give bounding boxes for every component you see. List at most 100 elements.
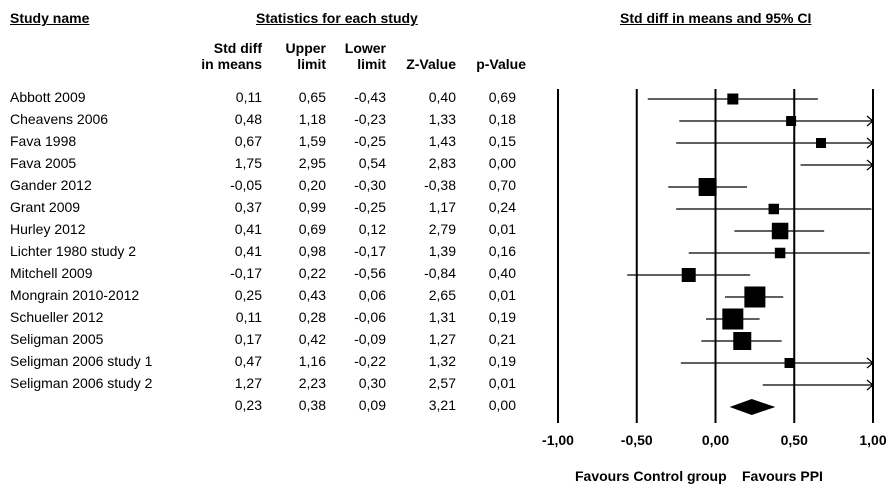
cell-upper: 0,69	[298, 221, 326, 237]
cell-z: 1,27	[428, 331, 456, 347]
point-estimate	[733, 332, 752, 350]
ci-arrow	[866, 115, 874, 127]
cell-z: 2,57	[428, 375, 456, 391]
cell-lower: -0,23	[354, 111, 386, 127]
cell-p: 0,21	[488, 331, 516, 347]
cell-p: 0,24	[488, 199, 516, 215]
table-row: Mitchell 2009 -0,17 0,22 -0,56 -0,84 0,40	[0, 265, 530, 287]
cell-p: 0,40	[488, 265, 516, 281]
table-row: Hurley 2012 0,41 0,69 0,12 2,79 0,01	[0, 221, 530, 243]
cell-upper: 1,59	[298, 133, 326, 149]
point-estimate	[771, 222, 789, 240]
cell-z: 2,65	[428, 287, 456, 303]
col-header-upper-line1: Upper	[285, 40, 326, 56]
col-header-lower: Lower limit	[330, 40, 386, 72]
cell-z: -0,84	[424, 265, 456, 281]
cell-study-name: Hurley 2012	[10, 221, 86, 237]
cell-lower: -0,22	[354, 353, 386, 369]
point-estimate	[727, 93, 739, 105]
col-header-std-diff-line2: in means	[201, 56, 262, 72]
cell-std-diff: 0,11	[235, 309, 262, 325]
cell-z: 2,79	[428, 221, 456, 237]
table-row: Abbott 2009 0,11 0,65 -0,43 0,40 0,69	[0, 89, 530, 111]
point-estimate	[774, 247, 786, 259]
cell-lower: -0,43	[354, 89, 386, 105]
table-row: Schueller 2012 0,11 0,28 -0,06 1,31 0,19	[0, 309, 530, 331]
cell-p: 0,70	[488, 177, 516, 193]
cell-lower: 0,06	[358, 287, 386, 303]
cell-std-diff: 0,23	[234, 397, 262, 413]
cell-study-name: Grant 2009	[10, 199, 81, 215]
point-estimate	[786, 116, 797, 126]
cell-z: 0,40	[428, 89, 456, 105]
col-header-std-diff: Std diff in means	[178, 40, 262, 72]
cell-lower: 0,12	[358, 221, 386, 237]
col-header-z: Z-Value	[406, 56, 456, 72]
cell-p: 0,15	[488, 133, 516, 149]
cell-std-diff: 0,67	[234, 133, 262, 149]
cell-std-diff: 0,48	[234, 111, 262, 127]
cell-study-name: Abbott 2009	[10, 89, 86, 105]
cell-p: 0,00	[488, 397, 516, 413]
cell-p: 0,19	[488, 309, 516, 325]
cell-study-name: Seligman 2005	[10, 331, 104, 347]
cell-lower: -0,25	[354, 133, 386, 149]
cell-lower: 0,09	[358, 397, 386, 413]
cell-z: -0,38	[424, 177, 456, 193]
table-row: Cheavens 2006 0,48 1,18 -0,23 1,33 0,18	[0, 111, 530, 133]
cell-std-diff: 0,47	[234, 353, 262, 369]
table-row: Seligman 2006 study 1 0,47 1,16 -0,22 1,32 0,…	[0, 353, 530, 375]
point-estimate	[744, 286, 766, 308]
cell-study-name: Fava 1998	[10, 133, 77, 149]
cell-std-diff: 0,41	[234, 221, 262, 237]
cell-z: 3,21	[428, 397, 456, 413]
summary-diamond	[729, 399, 776, 415]
cell-lower: -0,30	[354, 177, 386, 193]
table-row: Fava 1998 0,67 1,59 -0,25 1,43 0,15	[0, 133, 530, 155]
cell-upper: 0,99	[298, 199, 326, 215]
cell-std-diff: 0,11	[235, 89, 262, 105]
cell-lower: -0,25	[354, 199, 386, 215]
cell-z: 1,31	[428, 309, 456, 325]
col-header-std-diff-line1: Std diff	[213, 40, 262, 56]
cell-p: 0,18	[488, 111, 516, 127]
cell-lower: -0,06	[354, 309, 386, 325]
col-header-upper: Upper limit	[266, 40, 326, 72]
cell-upper: 0,22	[298, 265, 326, 281]
cell-p: 0,69	[488, 89, 516, 105]
cell-p: 0,01	[488, 375, 516, 391]
cell-study-name: Fava 2005	[10, 155, 77, 171]
cell-study-name: Seligman 2006 study 2	[10, 375, 153, 391]
cell-p: 0,19	[488, 353, 516, 369]
statistics-header: Statistics for each study	[256, 10, 418, 26]
cell-upper: 0,28	[298, 309, 326, 325]
cell-study-name: Cheavens 2006	[10, 111, 109, 127]
table-row: Mongrain 2010-2012 0,25 0,43 0,06 2,65 0,01	[0, 287, 530, 309]
summary-row: 0,23 0,38 0,09 3,21 0,00	[0, 397, 530, 419]
cell-z: 1,39	[428, 243, 456, 259]
favours-ppi-label: Favours PPI	[742, 468, 823, 484]
cell-z: 1,43	[428, 133, 456, 149]
table-row: Seligman 2006 study 2 1,27 2,23 0,30 2,57 0,0…	[0, 375, 530, 397]
ci-arrow	[866, 379, 874, 391]
cell-lower: -0,56	[354, 265, 386, 281]
cell-study-name: Lichter 1980 study 2	[10, 243, 137, 259]
point-estimate	[681, 268, 696, 282]
cell-std-diff: 0,25	[234, 287, 262, 303]
tick-label: -0,50	[621, 432, 653, 448]
point-estimate	[698, 178, 717, 196]
cell-study-name: Schueller 2012	[10, 309, 104, 325]
cell-p: 0,01	[488, 221, 516, 237]
cell-std-diff: 1,75	[234, 155, 262, 171]
study-name-header: Study name	[10, 10, 90, 26]
cell-z: 1,17	[428, 199, 456, 215]
point-estimate	[768, 203, 780, 215]
cell-upper: 1,16	[298, 353, 326, 369]
table-row: Seligman 2005 0,17 0,42 -0,09 1,27 0,21	[0, 331, 530, 353]
cell-std-diff: 1,27	[234, 375, 262, 391]
cell-study-name: Gander 2012	[10, 177, 92, 193]
cell-upper: 1,18	[298, 111, 326, 127]
tick-label: 0,50	[781, 432, 808, 448]
col-header-upper-line2: limit	[297, 56, 326, 72]
table-row: Fava 2005 1,75 2,95 0,54 2,83 0,00	[0, 155, 530, 177]
